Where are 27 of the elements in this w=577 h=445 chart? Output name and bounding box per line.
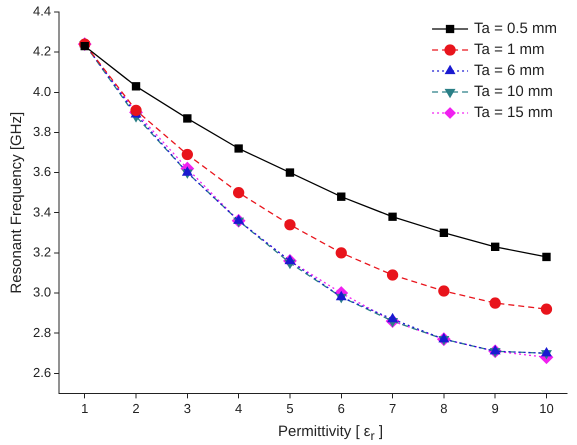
y-tick-label: 4.4 xyxy=(32,4,52,19)
x-tick-label: 6 xyxy=(338,400,345,416)
y-tick-label: 2.8 xyxy=(32,324,52,340)
legend-label: Ta = 6 mm xyxy=(474,62,544,80)
x-tick-label: 10 xyxy=(539,400,554,416)
legend-label: Ta = 10 mm xyxy=(474,83,553,100)
x-tick-label: 4 xyxy=(235,400,242,416)
legend-label: Ta = 15 mm xyxy=(474,104,553,122)
y-tick-label: 3.2 xyxy=(32,244,52,260)
x-tick-label: 2 xyxy=(132,400,140,416)
x-tick-label: 9 xyxy=(492,400,499,416)
y-tick-label: 2.6 xyxy=(32,364,52,380)
y-axis-title: Resonant Frequency [GHz] xyxy=(8,112,26,294)
y-tick-label: 4.2 xyxy=(32,44,52,59)
y-tick-label: 3.4 xyxy=(32,204,52,220)
y-tick-label: 3.0 xyxy=(32,284,52,300)
y-tick-label: 3.6 xyxy=(32,164,52,180)
x-tick-label: 3 xyxy=(184,400,191,416)
y-tick-label: 4.0 xyxy=(32,84,52,99)
x-tick-label: 8 xyxy=(440,400,448,416)
x-tick-label: 7 xyxy=(388,400,396,416)
x-axis-title: Permittivity [ ε$_{r}$ ] xyxy=(276,423,384,443)
y-tick-label: 3.8 xyxy=(32,124,52,140)
x-tick-label: 5 xyxy=(286,400,294,416)
x-tick-label: 1 xyxy=(81,400,88,416)
legend-label: Ta = 1 mm xyxy=(474,41,544,58)
legend-label: Ta = 0.5 mm xyxy=(474,20,558,38)
